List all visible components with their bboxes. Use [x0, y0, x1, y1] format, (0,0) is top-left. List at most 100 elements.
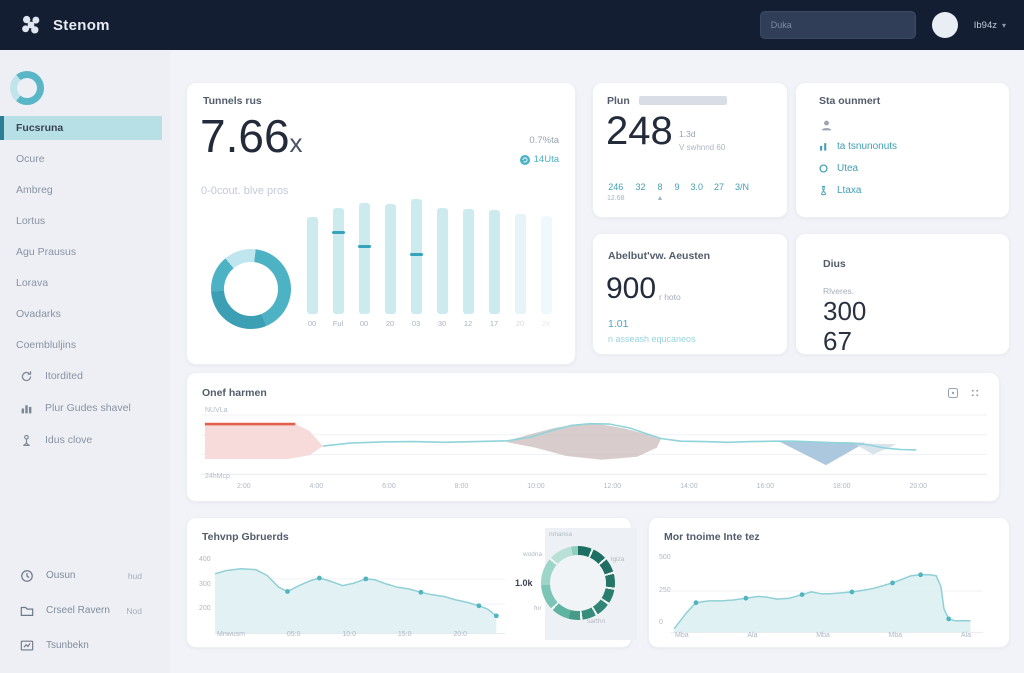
x-axis-labels: 2:00 4:00 6:00 8:00 10:00 12:00 14:00 16:00 18:0… [237, 483, 927, 490]
bar [462, 208, 474, 314]
bar-column: 17 [481, 193, 507, 328]
ring-label: nmansa [549, 531, 573, 538]
mini-stat: 27 [714, 182, 724, 203]
bar-label: 03 [411, 319, 421, 328]
y-axis-label: NUVLa [205, 407, 228, 414]
mini-stat: 246 12.68 [607, 182, 625, 202]
y-axis-labels: 500 250 0 [659, 554, 671, 626]
abel-value: 900 [606, 272, 657, 305]
refresh-badge-icon [519, 154, 530, 165]
sidebar-item-ambreg[interactable]: Ambreg [0, 174, 170, 205]
sidebar-item-coembluljins[interactable]: Coembluljins [0, 329, 170, 360]
dius-value-2: 67 [823, 326, 852, 356]
avatar[interactable] [931, 12, 958, 38]
dius-metric-card: Dius Rlveres. 300 67 [795, 233, 1010, 356]
sidebar-item-label: Lortus [16, 214, 46, 227]
sidebar-item-ovadarks[interactable]: Ovadarks [0, 298, 170, 329]
axis-label: 16:00 [756, 483, 775, 490]
sidebar-item-label: Itordited [45, 370, 83, 382]
bar-column: 30 [429, 193, 455, 328]
axis-label: 05:0 [286, 631, 301, 638]
plun-mini-stats: 246 12.68 32 8 ▲ 9 3.0 27 3/N [607, 182, 749, 203]
bar-marker [331, 230, 345, 234]
mini-stat-sub [674, 194, 679, 203]
sidebar-item-fucsruna[interactable]: Fucsruna [0, 116, 162, 140]
bar-column: 00 [299, 193, 325, 328]
link-ring-icon [818, 163, 829, 174]
axis-label: 15:0 [397, 631, 412, 638]
axis-label: 20:00 [909, 483, 927, 490]
bar-column: 20 [377, 193, 403, 328]
segmented-ring-chart [541, 546, 615, 620]
axis-label: 14:00 [680, 483, 698, 490]
sidebar-item-plur-gudes-shavel[interactable]: Plur Gudes shavel [0, 392, 170, 424]
axis-label: 18:00 [833, 483, 851, 490]
value-suffix: x [289, 128, 303, 158]
axis-label: 300 [199, 580, 211, 588]
share-icon [20, 434, 33, 447]
clock-icon [20, 569, 34, 583]
bar [306, 217, 318, 314]
area-chart-ring-card: Tehvnp Gbruerds 400 300 200 Mnwusm 05:0 10:0… [186, 517, 637, 648]
sidebar-item-lortus[interactable]: Lortus [0, 205, 170, 236]
dius-value-1: 300 [823, 296, 867, 326]
axis-label: 20:0 [453, 631, 467, 638]
sidebar-item-value: Nod [126, 605, 142, 616]
axis-label: Ala [960, 632, 971, 639]
ring-label: lgiza [611, 556, 625, 563]
sidebar-donut-logo-icon [10, 71, 44, 105]
sidebar-item-ocure[interactable]: Ocure [0, 143, 170, 174]
bar-label: 17 [489, 319, 499, 328]
sidebar-item-agu-prausus[interactable]: Agu Prausus [0, 236, 170, 267]
funnel-big-value: 7.66x [200, 110, 303, 162]
link-label: Utea [837, 162, 859, 174]
mini-stat: 3.0 [691, 182, 704, 203]
search-input[interactable] [759, 11, 916, 39]
area-chart [671, 572, 983, 633]
abel-line2: n asseash equcaneos [608, 334, 696, 344]
sidebar-item-itordited[interactable]: Itordited [0, 360, 170, 392]
axis-label: 4:00 [309, 483, 324, 490]
bar-label: 30 [437, 319, 447, 328]
sidebar-item-crseel-ravern[interactable]: Crseel Ravern Nod [0, 593, 170, 628]
funnel-rate-card: Tunnels rus 7.66x 0.7%ta 14Uta 0-0cout. … [186, 82, 576, 365]
bar-column: 2x [533, 193, 559, 328]
navbar-right: Ib94z ▾ [759, 11, 1006, 39]
app-title: Stenom [53, 16, 110, 34]
sidebar-item-ousun[interactable]: Ousun hud [0, 558, 170, 593]
folder-icon [20, 604, 34, 618]
ring-label: sarthn [587, 618, 606, 625]
sidebar-item-tsunbekn[interactable]: Tsunbekn [0, 628, 170, 663]
plun-value: 248 [606, 109, 673, 153]
mini-stat-sub [714, 194, 724, 203]
bar-marker [357, 244, 371, 248]
more-options-icon[interactable] [969, 387, 981, 399]
bar [357, 202, 371, 314]
sidebar-item-lorava[interactable]: Lorava [0, 267, 170, 298]
bar [409, 199, 423, 314]
axis-label: Mba [888, 632, 903, 639]
link-utea[interactable]: Utea [818, 157, 998, 179]
bar [514, 213, 526, 314]
plun-metric-card: Plun 248 1.3d V swhnnd 60 246 12.68 32 8 ▲ 9… [592, 82, 788, 218]
mini-stat: 32 [636, 182, 646, 203]
abel-line1: 1.01 [608, 318, 629, 330]
sidebar-item-label: Crseel Ravern [46, 605, 110, 616]
sidebar-item-label: Plur Gudes shavel [45, 402, 131, 414]
grid-view-icon[interactable] [947, 387, 959, 399]
axis-label: 2:00 [237, 483, 251, 490]
bar-label: 00 [307, 319, 317, 328]
bar-column: Ful [325, 193, 351, 328]
link-ltaxa[interactable]: Ltaxa [818, 179, 998, 201]
card-title: Tehvnp Gbruerds [202, 531, 289, 543]
link-ta-tsnunonuts[interactable]: ta tsnunonuts [818, 135, 998, 157]
sidebar-item-idus-clove[interactable]: Idus clove [0, 424, 170, 456]
top-navbar: Stenom Ib94z ▾ [0, 0, 1024, 50]
sidebar-item-label: Fucsruna [16, 122, 64, 134]
sidebar: Fucsruna Ocure Ambreg Lortus Agu Prausus Lora… [0, 50, 170, 673]
user-menu[interactable]: Ib94z ▾ [974, 20, 1006, 31]
mini-stat: 8 ▲ [656, 182, 664, 202]
link-bars-icon [818, 141, 829, 152]
bar-marker [409, 253, 423, 257]
axis-label: 8:00 [454, 483, 469, 490]
